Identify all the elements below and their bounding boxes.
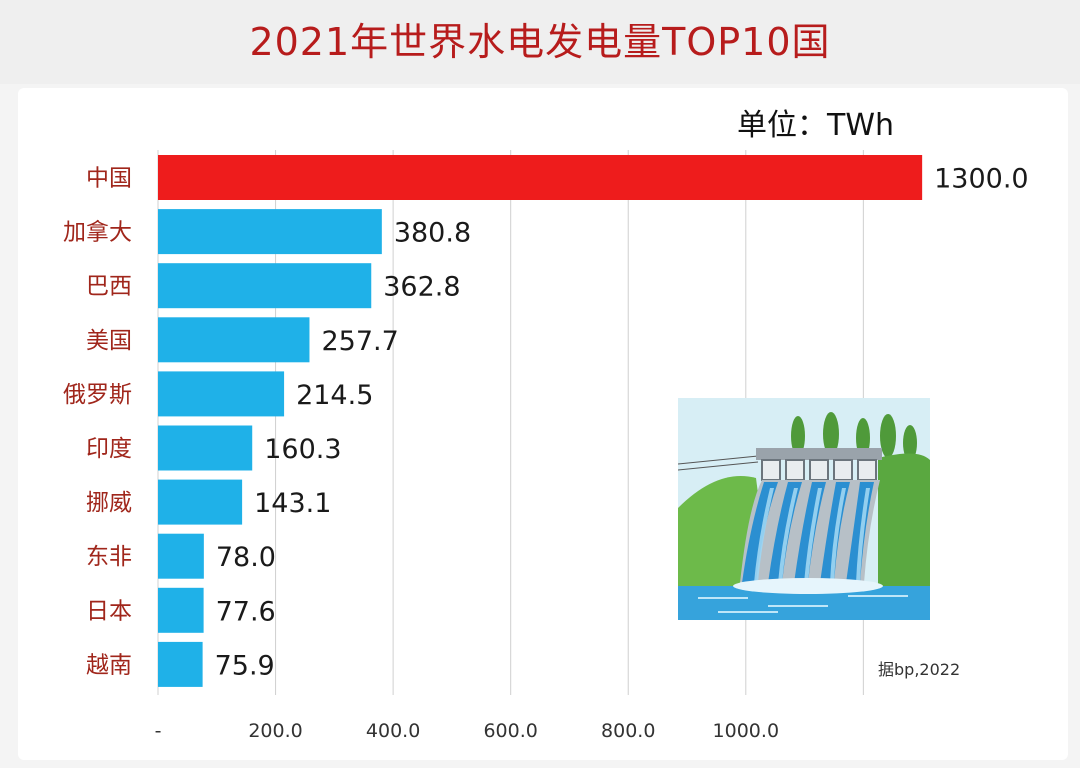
data-label: 143.1	[254, 488, 331, 519]
category-label: 中国	[86, 166, 132, 192]
bar	[158, 479, 243, 525]
bar	[158, 317, 310, 363]
category-label: 美国	[86, 328, 132, 354]
hydro-dam-icon	[678, 398, 930, 620]
data-label: 77.6	[216, 596, 276, 627]
source-note: 据bp,2022	[878, 660, 961, 679]
category-label: 印度	[86, 436, 132, 462]
x-tick-label: 1000.0	[713, 720, 779, 742]
bar	[158, 371, 285, 417]
category-label: 俄罗斯	[63, 382, 132, 408]
category-label: 挪威	[86, 490, 132, 516]
title-band	[0, 0, 1080, 84]
data-label: 380.8	[394, 218, 471, 249]
data-label: 78.0	[216, 542, 276, 573]
data-label: 1300.0	[934, 164, 1028, 195]
x-tick-label: 200.0	[248, 720, 302, 742]
category-label: 越南	[86, 652, 132, 678]
bar	[158, 209, 382, 255]
data-label: 160.3	[264, 434, 341, 465]
bar	[158, 641, 203, 687]
data-label: 75.9	[215, 650, 275, 681]
bar	[158, 263, 372, 309]
x-tick-label: 800.0	[601, 720, 655, 742]
category-label: 巴西	[86, 274, 132, 300]
bar	[158, 533, 204, 579]
bar	[158, 155, 923, 200]
bar	[158, 425, 253, 471]
unit-label: 单位：TWh	[737, 108, 895, 143]
x-tick-label: 400.0	[366, 720, 420, 742]
bar	[158, 587, 204, 633]
chart-title: 2021年世界水电发电量TOP10国	[249, 20, 831, 64]
category-label: 日本	[86, 598, 132, 624]
data-label: 214.5	[296, 380, 373, 411]
x-tick-label: -	[155, 720, 162, 742]
category-label: 加拿大	[63, 219, 132, 246]
data-label: 362.8	[383, 272, 460, 303]
data-label: 257.7	[321, 326, 398, 357]
category-label: 东非	[86, 544, 132, 570]
x-tick-label: 600.0	[483, 720, 537, 742]
